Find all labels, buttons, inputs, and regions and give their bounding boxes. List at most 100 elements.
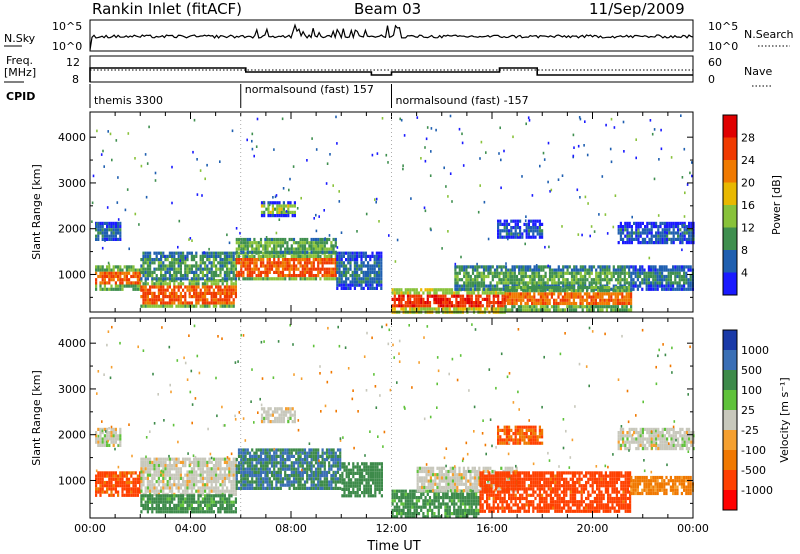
heatmap-cell	[270, 474, 274, 478]
heatmap-cell	[517, 298, 520, 302]
heatmap-cell	[101, 281, 104, 285]
heatmap-cell	[626, 228, 629, 232]
heatmap-cell	[140, 503, 143, 507]
heatmap-cell	[275, 267, 278, 271]
heatmap-cell	[95, 287, 98, 291]
heatmap-cell	[610, 117, 613, 121]
heatmap-cell	[559, 289, 562, 293]
heatmap-cell	[575, 281, 578, 285]
heatmap-cell	[295, 267, 298, 271]
heatmap-cell	[441, 247, 443, 250]
heatmap-cell	[177, 494, 180, 498]
heatmap-cell	[221, 261, 224, 265]
heatmap-cell	[670, 237, 673, 241]
heatmap-cell	[317, 258, 320, 262]
heatmap-cell	[251, 244, 254, 248]
heatmap-cell	[221, 279, 224, 283]
heatmap-cell	[155, 254, 158, 258]
heatmap-cell	[544, 301, 547, 306]
heatmap-cell	[647, 268, 650, 272]
heatmap-cell	[489, 265, 492, 269]
heatmap-cell	[394, 260, 397, 263]
heatmap-cell	[266, 277, 269, 281]
heatmap-cell	[448, 304, 451, 308]
heatmap-cell	[142, 457, 145, 461]
heatmap-cell	[127, 132, 130, 135]
heatmap-cell	[110, 427, 113, 431]
heatmap-cell	[674, 281, 677, 285]
heatmap-cell	[299, 464, 302, 468]
heatmap-cell	[289, 210, 292, 214]
heatmap-cell	[532, 229, 535, 233]
heatmap-cell	[511, 301, 514, 306]
heatmap-cell	[160, 489, 163, 493]
heatmap-cell	[330, 258, 333, 262]
heatmap-cell	[306, 464, 309, 468]
heatmap-cell	[644, 237, 647, 241]
heatmap-cell	[624, 234, 627, 238]
heatmap-cell	[570, 274, 574, 279]
heatmap-cell	[688, 234, 691, 238]
heatmap-cell	[537, 278, 541, 282]
heatmap-cell	[342, 251, 345, 255]
heatmap-cell	[279, 277, 282, 281]
heatmap-cell	[188, 486, 191, 490]
heatmap-cell	[226, 233, 228, 237]
heatmap-cell	[157, 507, 160, 511]
heatmap-cell	[259, 250, 263, 254]
heatmap-cell	[230, 473, 233, 477]
heatmap-cell	[568, 305, 571, 309]
heatmap-cell	[559, 292, 562, 296]
heatmap-cell	[173, 507, 176, 511]
heatmap-cell	[215, 489, 218, 493]
heatmap-cell	[232, 258, 235, 262]
heatmap-cell	[223, 264, 226, 268]
heatmap-cell	[255, 145, 258, 148]
heatmap-cell	[317, 470, 320, 474]
heatmap-cell	[270, 454, 274, 458]
heatmap-cell	[572, 289, 575, 293]
heatmap-cell	[267, 201, 270, 205]
heatmap-cell	[226, 274, 229, 278]
heatmap-cell	[293, 201, 296, 205]
heatmap-cell	[505, 232, 508, 236]
heatmap-cell	[332, 267, 335, 271]
heatmap-cell	[500, 287, 503, 291]
heatmap-cell	[164, 464, 167, 468]
heatmap-cell	[448, 301, 451, 305]
heatmap-cell	[240, 483, 243, 487]
heatmap-cell	[587, 202, 589, 205]
heatmap-cell	[232, 503, 235, 507]
heatmap-cell	[310, 237, 313, 242]
heatmap-cell	[132, 281, 135, 285]
heatmap-cell	[417, 301, 421, 305]
heatmap-cell	[251, 477, 254, 481]
heatmap-cell	[310, 448, 313, 452]
heatmap-cell	[288, 247, 291, 251]
heatmap-cell	[262, 277, 265, 281]
heatmap-cell	[520, 278, 523, 282]
heatmap-cell	[588, 281, 591, 285]
heatmap-cell	[121, 268, 124, 272]
heatmap-cell	[409, 288, 412, 292]
heatmap-cell	[286, 264, 289, 268]
heatmap-cell	[568, 298, 571, 302]
heatmap-cell	[306, 237, 309, 242]
heatmap-cell	[186, 470, 189, 474]
heatmap-cell	[605, 292, 608, 296]
heatmap-cell	[130, 493, 133, 497]
heatmap-cell	[199, 304, 202, 308]
heatmap-cell	[186, 489, 189, 493]
heatmap-cell	[175, 267, 178, 271]
heatmap-cell	[590, 271, 593, 275]
heatmap-cell	[182, 489, 185, 493]
heatmap-cell	[398, 288, 401, 292]
heatmap-cell	[581, 281, 585, 285]
heatmap-cell	[230, 277, 233, 281]
heatmap-cell	[667, 284, 670, 288]
heatmap-cell	[643, 278, 646, 282]
heatmap-cell	[199, 258, 202, 262]
heatmap-cell	[599, 292, 602, 296]
heatmap-cell	[657, 241, 660, 245]
heatmap-cell	[101, 225, 104, 229]
